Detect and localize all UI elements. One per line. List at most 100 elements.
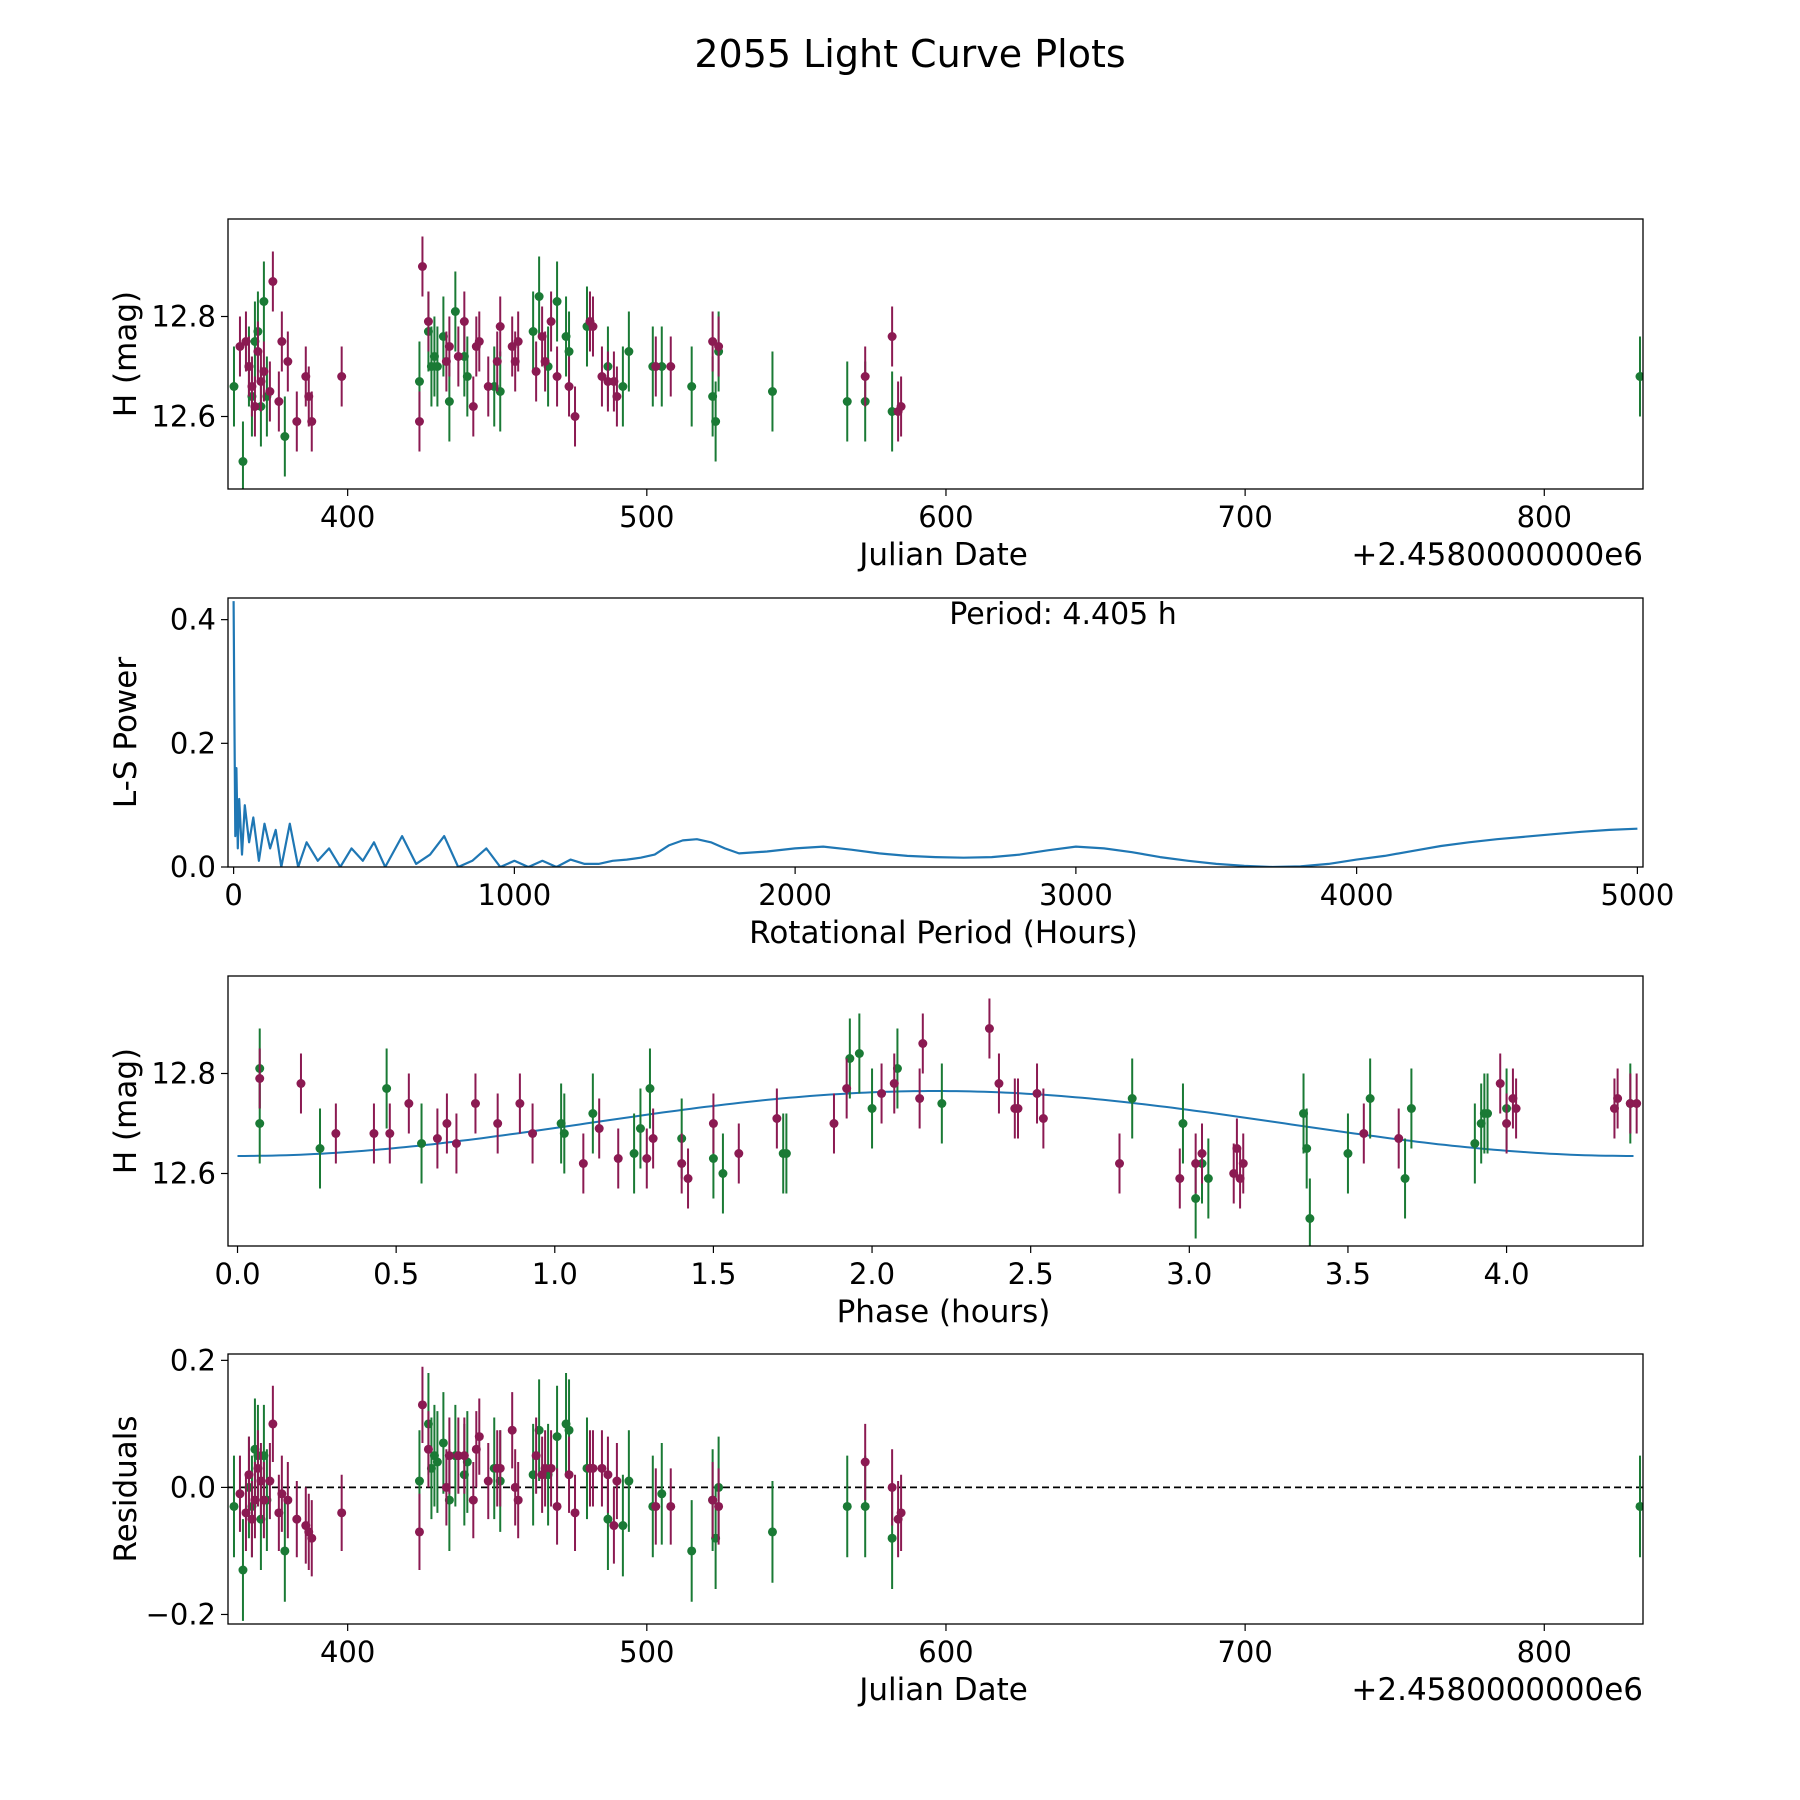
series-magenta bbox=[235, 236, 906, 452]
data-point bbox=[283, 357, 293, 366]
data-point bbox=[781, 1149, 791, 1158]
x-tick-label: 4.0 bbox=[1484, 1257, 1530, 1291]
data-point bbox=[1359, 1129, 1369, 1138]
data-point bbox=[552, 372, 562, 381]
data-point bbox=[683, 1174, 693, 1183]
y-tick-label: 12.8 bbox=[151, 1057, 216, 1091]
data-point bbox=[277, 337, 287, 346]
data-point bbox=[528, 327, 538, 336]
data-point bbox=[578, 1159, 588, 1168]
data-point bbox=[283, 1495, 293, 1505]
data-point bbox=[315, 1144, 325, 1153]
data-point bbox=[292, 1514, 302, 1524]
data-point bbox=[296, 1079, 306, 1088]
data-point bbox=[1635, 1501, 1643, 1511]
data-point bbox=[459, 1451, 469, 1461]
data-point bbox=[531, 1451, 541, 1461]
x-axis-label: Rotational Period (Hours) bbox=[749, 915, 1138, 951]
data-point bbox=[1635, 372, 1643, 381]
data-point bbox=[645, 1084, 655, 1093]
data-point bbox=[423, 1444, 433, 1454]
data-point bbox=[382, 1084, 392, 1093]
data-point bbox=[642, 1154, 652, 1163]
series-magenta bbox=[235, 1366, 906, 1577]
data-point bbox=[937, 1099, 947, 1108]
data-point bbox=[677, 1159, 687, 1168]
x-tick-label: 2.5 bbox=[1008, 1257, 1054, 1291]
data-point bbox=[546, 317, 556, 326]
x-tick-label: 0 bbox=[224, 878, 242, 912]
data-point bbox=[307, 417, 317, 426]
x-tick-label: 800 bbox=[1517, 500, 1572, 534]
y-tick-label: 0.0 bbox=[170, 1470, 216, 1504]
data-point bbox=[635, 1124, 645, 1133]
data-point bbox=[994, 1079, 1004, 1088]
data-point bbox=[666, 1501, 676, 1511]
x-offset-label: +2.4580000000e6 bbox=[1351, 1672, 1643, 1708]
data-point bbox=[438, 1438, 448, 1448]
data-point bbox=[280, 1546, 290, 1556]
x-tick-label: 2000 bbox=[758, 878, 832, 912]
data-point bbox=[570, 412, 580, 421]
data-point bbox=[1197, 1149, 1207, 1158]
data-point bbox=[513, 337, 523, 346]
data-point bbox=[432, 1457, 442, 1467]
data-point bbox=[570, 1508, 580, 1518]
x-tick-label: 1000 bbox=[477, 878, 551, 912]
data-point bbox=[432, 362, 442, 371]
data-point bbox=[528, 1129, 538, 1138]
lightcurve-frame bbox=[227, 218, 1644, 490]
figure-title: 2055 Light Curve Plots bbox=[694, 32, 1125, 76]
residuals-panel: 400 500 600 700 800 −0.2 0.0 0.2 Julian Date Resi… bbox=[108, 1343, 1644, 1708]
x-tick-label: 800 bbox=[1517, 1635, 1572, 1669]
x-tick-label: 400 bbox=[320, 1635, 375, 1669]
data-point bbox=[1632, 1099, 1642, 1108]
data-point bbox=[603, 1514, 613, 1524]
data-point bbox=[459, 317, 469, 326]
data-point bbox=[1127, 1094, 1137, 1103]
data-point bbox=[453, 352, 463, 361]
data-point bbox=[495, 1463, 505, 1473]
data-point bbox=[265, 387, 275, 396]
data-point bbox=[444, 342, 454, 351]
data-point bbox=[609, 1521, 619, 1531]
data-point bbox=[1032, 1089, 1042, 1098]
data-point bbox=[708, 337, 718, 346]
data-point bbox=[1625, 1099, 1635, 1108]
data-point bbox=[255, 1119, 265, 1128]
y-tick-label: 12.6 bbox=[151, 400, 216, 434]
x-axis-label: Julian Date bbox=[857, 537, 1028, 573]
data-point bbox=[772, 1114, 782, 1123]
data-point bbox=[268, 277, 278, 286]
x-tick-label: 5000 bbox=[1600, 878, 1674, 912]
data-point bbox=[666, 362, 676, 371]
periodogram-frame bbox=[227, 597, 1644, 868]
data-point bbox=[896, 402, 906, 411]
data-point bbox=[918, 1039, 928, 1048]
data-point bbox=[1343, 1149, 1353, 1158]
data-point bbox=[860, 372, 870, 381]
x-tick-label: 600 bbox=[918, 500, 973, 534]
x-tick-label: 700 bbox=[1217, 500, 1272, 534]
data-point bbox=[414, 1476, 424, 1486]
data-point bbox=[1238, 1159, 1248, 1168]
data-point bbox=[651, 1501, 661, 1511]
data-point bbox=[531, 367, 541, 376]
data-point bbox=[292, 417, 302, 426]
y-tick-label: 0.0 bbox=[170, 850, 216, 884]
x-axis-label: Phase (hours) bbox=[837, 1294, 1051, 1330]
data-point bbox=[417, 262, 427, 271]
y-axis-label: H (mag) bbox=[108, 1048, 144, 1174]
x-axis-label: Julian Date bbox=[857, 1672, 1028, 1708]
data-point bbox=[1115, 1159, 1125, 1168]
y-tick-label: 12.6 bbox=[151, 1157, 216, 1191]
data-point bbox=[564, 1470, 574, 1480]
data-point bbox=[414, 417, 424, 426]
y-axis-label: Residuals bbox=[108, 1415, 144, 1562]
data-point bbox=[552, 1501, 562, 1511]
x-tick-label: 4000 bbox=[1320, 878, 1394, 912]
data-point bbox=[432, 1134, 442, 1143]
data-point bbox=[1483, 1109, 1493, 1118]
data-point bbox=[588, 322, 598, 331]
data-point bbox=[829, 1119, 839, 1128]
